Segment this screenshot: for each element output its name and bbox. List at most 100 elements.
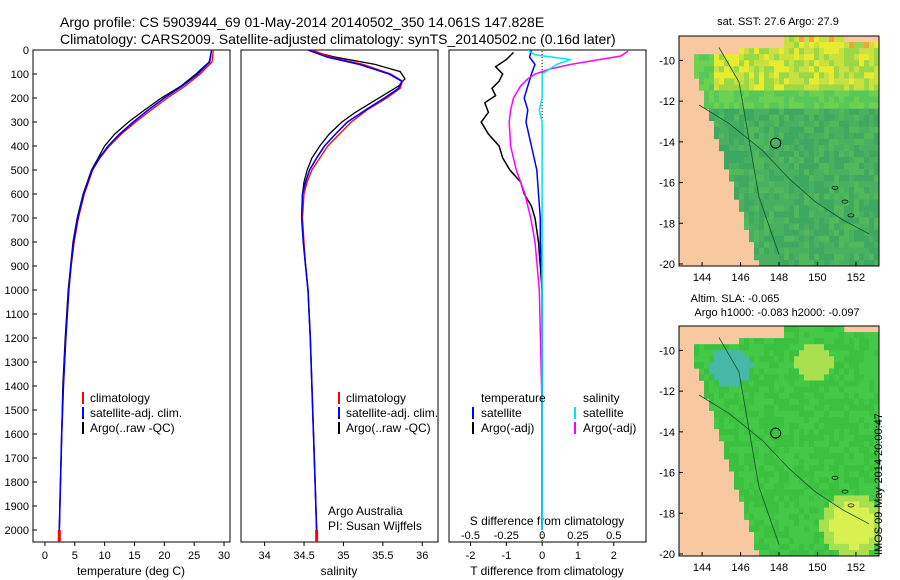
- map-cell: [769, 72, 775, 79]
- map-cell: [854, 459, 860, 466]
- map-cell: [829, 163, 835, 170]
- map-cell: [844, 447, 850, 454]
- map-cell: [869, 157, 875, 164]
- map-cell: [754, 380, 760, 387]
- map-cell: [719, 350, 725, 357]
- map-cell: [759, 483, 765, 490]
- map-cell: [764, 428, 770, 436]
- map-cell: [864, 211, 870, 218]
- map-cell: [694, 356, 700, 363]
- map-cell: [799, 453, 805, 460]
- map-cell: [874, 501, 880, 508]
- map-cell: [784, 392, 790, 399]
- map-cell: [809, 447, 815, 454]
- map-cell: [829, 229, 835, 237]
- map-cell: [809, 477, 815, 484]
- map-cell: [829, 501, 835, 508]
- map-cell: [729, 132, 735, 140]
- map-cell: [764, 247, 770, 255]
- map-cell: [719, 410, 725, 418]
- map-cell: [799, 344, 805, 351]
- map-cell: [764, 78, 770, 85]
- map-cell: [719, 78, 725, 85]
- map-cell: [754, 66, 760, 73]
- map-cell: [839, 392, 845, 399]
- map-cell: [814, 138, 820, 146]
- map-cell: [774, 259, 780, 267]
- map-cell: [754, 428, 760, 436]
- map-cell: [739, 416, 745, 424]
- legend-temperature-header: temperature: [481, 391, 546, 405]
- map-cell: [809, 338, 815, 345]
- map-cell: [724, 447, 730, 454]
- map-cell: [774, 483, 780, 490]
- map-cell: [759, 537, 765, 545]
- map-cell: [829, 392, 835, 399]
- map-cell: [754, 338, 760, 345]
- map-cell: [864, 410, 870, 418]
- map-cell: [714, 60, 720, 67]
- map-cell: [809, 223, 815, 230]
- map-cell: [794, 507, 800, 514]
- map-cell: [704, 380, 710, 387]
- map-cell: [764, 434, 770, 442]
- map-cell: [829, 42, 835, 49]
- map-cell: [764, 368, 770, 375]
- x-tick-label: 0: [42, 550, 48, 562]
- map-cell: [839, 247, 845, 255]
- map-cell: [864, 253, 870, 261]
- map-cell: [819, 404, 825, 412]
- map-cell: [854, 519, 860, 527]
- map-cell: [824, 181, 830, 188]
- map-cell: [839, 66, 845, 73]
- map-cell: [769, 60, 775, 67]
- map-cell: [834, 217, 840, 224]
- map-cell: [824, 235, 830, 243]
- x-tick-label: 34: [259, 550, 271, 562]
- map-cell: [749, 157, 755, 164]
- map-cell: [789, 392, 795, 399]
- map-cell: [774, 48, 780, 55]
- map-cell: [704, 78, 710, 85]
- map-cell: [864, 356, 870, 363]
- map-cell: [839, 519, 845, 527]
- map-cell: [869, 344, 875, 351]
- map-cell: [824, 537, 830, 545]
- map-cell: [749, 507, 755, 514]
- map-cell: [814, 102, 820, 109]
- sla-map: [678, 325, 880, 557]
- map-cell: [749, 169, 755, 176]
- map-cell: [849, 199, 855, 206]
- salinity-series: [300, 50, 406, 542]
- map-cell: [749, 223, 755, 230]
- map-cell: [844, 157, 850, 164]
- map-cell: [769, 126, 775, 134]
- map-cell: [759, 374, 765, 381]
- map-cell: [759, 489, 765, 496]
- map-cell: [844, 410, 850, 418]
- map-cell: [834, 356, 840, 363]
- map-cell: [849, 132, 855, 140]
- map-cell: [759, 223, 765, 230]
- map-cell: [784, 205, 790, 212]
- map-cell: [829, 120, 835, 128]
- map-cell: [874, 495, 880, 502]
- map-cell: [754, 78, 760, 85]
- map-cell: [804, 513, 810, 520]
- map-cell: [799, 247, 805, 255]
- map-cell: [764, 453, 770, 460]
- map-cell: [759, 241, 765, 249]
- map-cell: [849, 247, 855, 255]
- map-cell: [874, 459, 880, 466]
- map-cell: [744, 374, 750, 381]
- map-cell: [789, 398, 795, 405]
- map-cell: [874, 199, 880, 206]
- map-cell: [819, 193, 825, 200]
- map-cell: [759, 356, 765, 363]
- map-cell: [759, 187, 765, 194]
- map-cell: [794, 428, 800, 436]
- map-cell: [804, 477, 810, 484]
- map-cell: [824, 477, 830, 484]
- map-cell: [854, 229, 860, 237]
- map-cell: [859, 338, 865, 345]
